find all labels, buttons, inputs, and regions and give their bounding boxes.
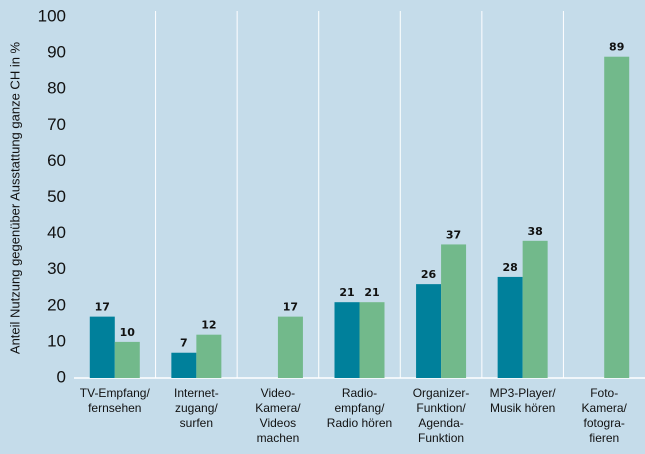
bar	[114, 341, 140, 378]
x-tick-label-line: Funktion/	[416, 401, 466, 415]
x-tick-label-line: fotogra-	[584, 416, 625, 430]
y-tick-label: 70	[47, 115, 66, 134]
x-tick-label-line: machen	[257, 431, 300, 445]
value-label: 21	[364, 286, 379, 299]
x-tick-label-line: TV-Empfang/	[80, 386, 151, 400]
x-tick-label-line: Organizer-	[413, 386, 470, 400]
value-label: 26	[421, 268, 437, 281]
value-label: 7	[180, 337, 188, 350]
y-tick-label: 30	[47, 259, 66, 278]
x-tick-label: TV-Empfang/fernsehen	[80, 386, 151, 415]
bar	[89, 316, 115, 378]
y-axis-label: Anteil Nutzung gegenüber Ausstattung gan…	[7, 41, 22, 354]
bar	[416, 284, 442, 378]
value-label: 21	[339, 286, 354, 299]
value-label: 10	[120, 326, 136, 339]
x-tick-label-line: Kamera/	[582, 401, 628, 415]
x-tick-label-line: MP3-Player/	[490, 386, 557, 400]
bar	[359, 302, 385, 378]
value-label: 38	[527, 225, 542, 238]
x-tick-label-line: fernsehen	[88, 401, 141, 415]
y-tick-label: 10	[47, 331, 66, 350]
y-tick-label: 20	[47, 295, 66, 314]
x-tick-label: Organizer-Funktion/Agenda-Funktion	[413, 386, 470, 445]
x-tick-label: Radio-empfang/Radio hören	[327, 386, 392, 430]
y-tick-label: 100	[38, 6, 66, 25]
x-tick-label-line: zugang/	[175, 401, 218, 415]
bar	[171, 352, 197, 378]
x-tick-label: MP3-Player/Musik hören	[490, 386, 557, 415]
value-label: 37	[446, 228, 461, 241]
x-tick-label-line: surfen	[180, 416, 213, 430]
x-tick-label-line: Kamera/	[255, 401, 301, 415]
y-tick-label: 60	[47, 151, 66, 170]
x-tick-label-line: Agenda-	[418, 416, 463, 430]
y-tick-label: 40	[47, 223, 66, 242]
x-tick-label: Video-Kamera/Videos machen	[255, 386, 301, 445]
x-tick-label-line: empfang/	[334, 401, 385, 415]
x-tick-label-line: Video-	[261, 386, 295, 400]
value-label: 28	[502, 261, 517, 274]
value-label: 17	[283, 301, 298, 314]
bar	[277, 316, 303, 378]
bar	[196, 334, 222, 378]
x-tick-label-line: Foto-	[590, 386, 618, 400]
y-tick-label: 0	[57, 367, 66, 386]
x-tick-label: Internet-zugang/surfen	[174, 386, 219, 430]
x-tick-label-line: Radio hören	[327, 416, 392, 430]
x-tick-label-line: Videos	[260, 416, 296, 430]
x-tick-label-line: Musik hören	[490, 401, 555, 415]
x-tick-label-line: fieren	[589, 431, 619, 445]
bar	[522, 240, 548, 378]
bar	[604, 56, 630, 379]
bar	[334, 302, 360, 378]
value-label: 12	[201, 319, 216, 332]
y-tick-label: 80	[47, 79, 66, 98]
bar	[441, 244, 467, 378]
x-tick-label-line: Funktion	[418, 431, 464, 445]
bar	[497, 276, 523, 378]
value-label: 89	[609, 41, 624, 54]
y-tick-label: 50	[47, 187, 66, 206]
x-tick-label: Foto-Kamera/fotogra-fieren	[582, 386, 628, 445]
value-label: 17	[95, 301, 110, 314]
x-tick-label-line: Radio-	[342, 386, 377, 400]
y-tick-label: 90	[47, 43, 66, 62]
x-tick-label-line: Internet-	[174, 386, 219, 400]
